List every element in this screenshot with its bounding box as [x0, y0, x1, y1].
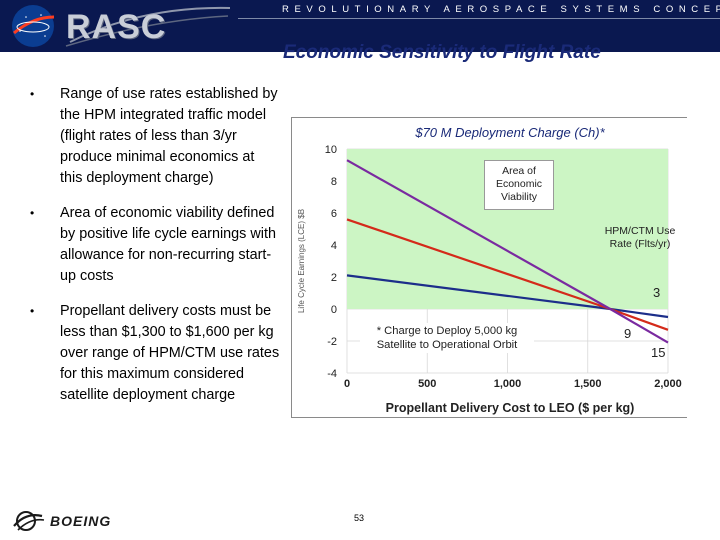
footnote-text: * Charge to Deploy 5,000 kg Satellite to… [376, 325, 518, 351]
tagline: REVOLUTIONARY AEROSPACE SYSTEMS CONCEPTS [282, 4, 720, 15]
y-tick-label: 0 [331, 304, 337, 316]
bullet-dot-icon: • [30, 87, 35, 101]
y-tick-label: 4 [331, 240, 337, 252]
chart-frame: $70 M Deployment Charge (Ch)* Life Cycle… [291, 117, 687, 418]
series-line-15 [346, 159, 669, 344]
rate-label-3: 3 [653, 285, 661, 300]
x-tick-label: 1,500 [574, 378, 602, 390]
bullet-item: • Propellant delivery costs must be less… [30, 301, 280, 406]
bullet-item: • Range of use rates established by the … [30, 84, 280, 189]
bullet-text: Propellant delivery costs must be less t… [60, 303, 280, 403]
bullet-item: • Area of economic viability defined by … [30, 203, 280, 287]
rate-label-9: 9 [624, 326, 632, 341]
y-axis-label: Life Cycle Earnings (LCE) $B [297, 209, 306, 313]
y-tick-label: -4 [327, 368, 337, 380]
bullet-text: Range of use rates established by the HP… [60, 86, 278, 186]
series-lines [346, 159, 669, 344]
boeing-wordmark: BOEING [50, 513, 111, 529]
viability-callout-text: Area of Economic Viability [495, 165, 543, 203]
use-rate-callout-text: HPM/CTM Use Rate (Flts/yr) [604, 225, 676, 250]
bullet-list: • Range of use rates established by the … [30, 84, 280, 420]
rasc-logo: RASC [66, 8, 167, 46]
y-tick-label: -2 [327, 336, 337, 348]
rasc-swoosh-icon [65, 6, 231, 47]
x-tick-label: 0 [344, 378, 350, 390]
page-number: 53 [354, 513, 365, 523]
y-tick-labels: -4 -2 0 2 4 6 8 10 [325, 144, 337, 380]
y-tick-label: 6 [331, 208, 337, 220]
bullet-text: Area of economic viability defined by po… [60, 205, 276, 284]
chart-title: $70 M Deployment Charge (Ch)* [414, 125, 605, 140]
footnote-callout: * Charge to Deploy 5,000 kg Satellite to… [360, 323, 534, 353]
y-tick-label: 8 [331, 176, 337, 188]
y-tick-label: 2 [331, 272, 337, 284]
nasa-logo-icon [12, 5, 55, 47]
x-axis-label: Propellant Delivery Cost to LEO ($ per k… [386, 401, 635, 415]
viability-callout: Area of Economic Viability [484, 160, 554, 210]
bullet-dot-icon: • [30, 206, 35, 220]
use-rate-callout: HPM/CTM Use Rate (Flts/yr) [598, 222, 682, 270]
tagline-divider [238, 18, 720, 19]
x-tick-labels: 0 500 1,000 1,500 2,000 [344, 378, 682, 390]
rate-label-15: 15 [651, 345, 666, 360]
x-tick-label: 1,000 [494, 378, 522, 390]
slide-title: Economic Sensitivity to Flight Rate [283, 42, 601, 63]
header-banner: RASC REVOLUTIONARY AEROSPACE SYSTEMS CON… [0, 0, 720, 52]
boeing-logo-icon: BOEING [13, 511, 111, 531]
x-tick-label: 500 [418, 378, 436, 390]
x-tick-label: 2,000 [654, 378, 682, 390]
y-tick-label: 10 [325, 144, 337, 156]
bullet-dot-icon: • [30, 304, 35, 318]
